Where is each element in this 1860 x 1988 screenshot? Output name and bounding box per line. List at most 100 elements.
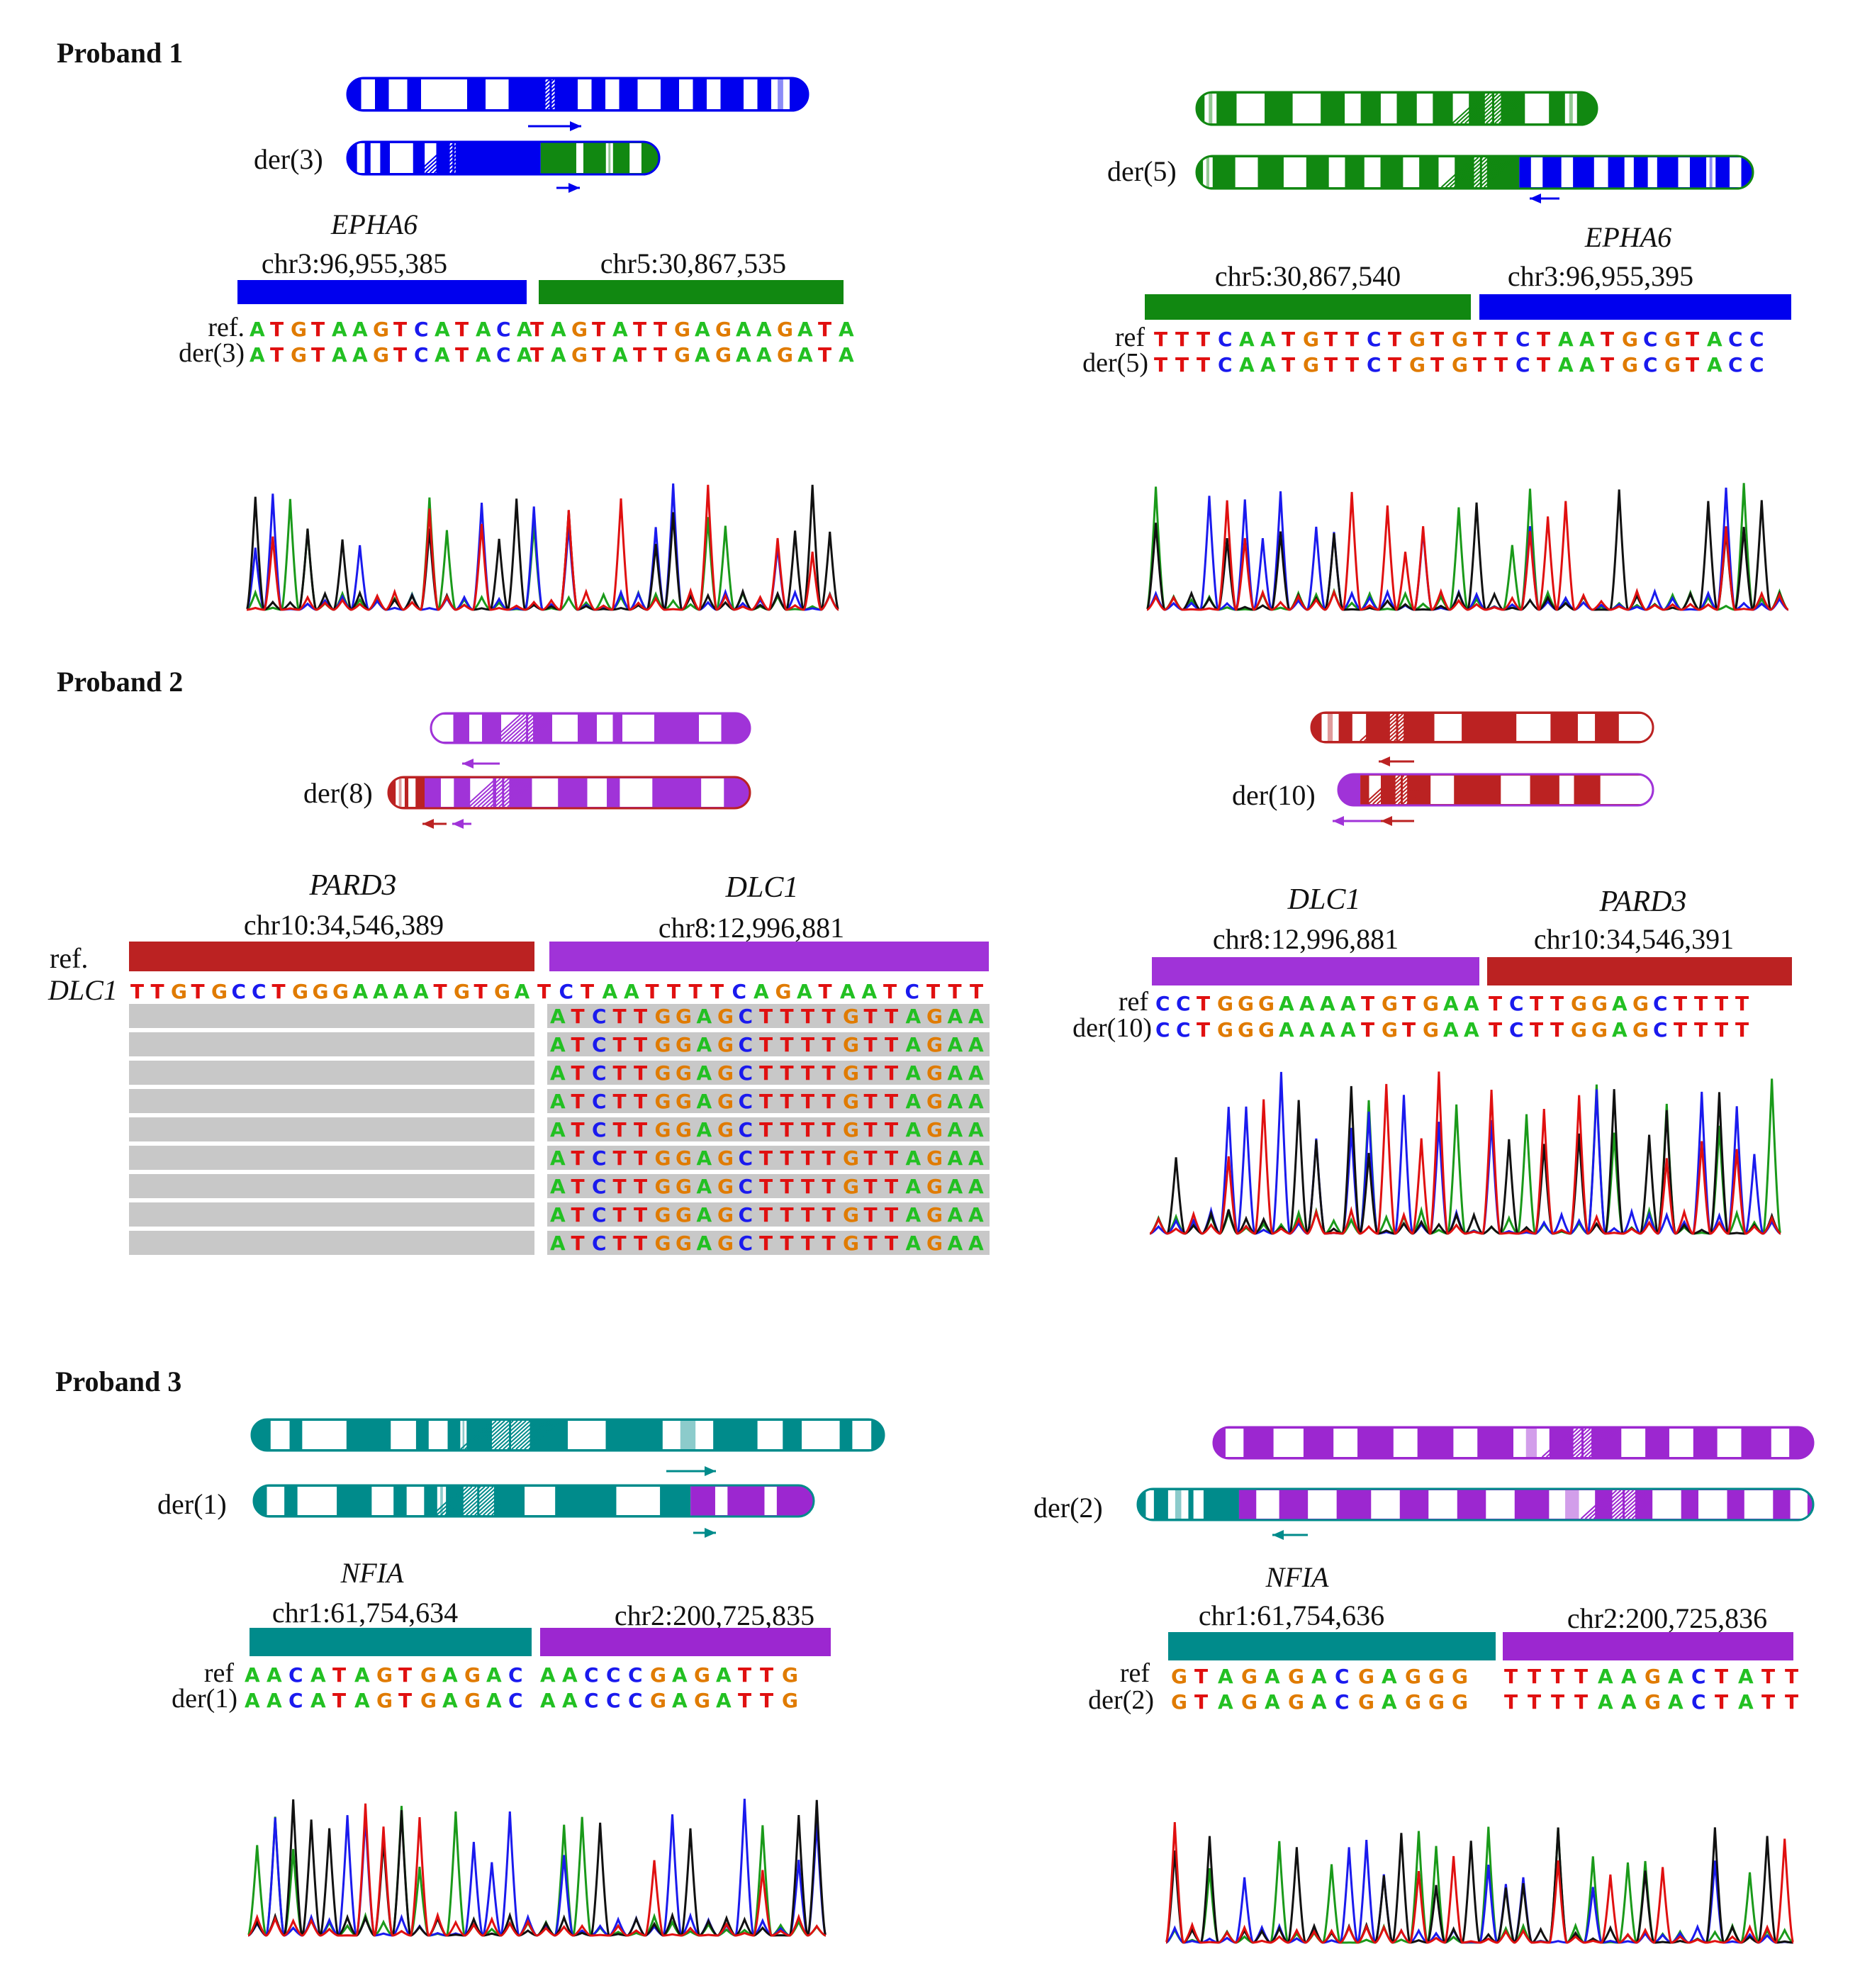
base-letter: C xyxy=(1335,1665,1350,1688)
der8-label: der(8) xyxy=(303,777,373,809)
ref-row-label-p3r: ref xyxy=(1120,1658,1150,1688)
base-letter: A xyxy=(672,1689,688,1712)
base-letter: G xyxy=(782,1663,798,1687)
base-letter: C xyxy=(905,980,920,1003)
trace-line xyxy=(246,497,839,611)
base-letter: G xyxy=(1664,328,1681,351)
base-letter: A xyxy=(435,318,450,341)
ref-row-label-p2: ref. xyxy=(50,942,88,974)
base-letter: A xyxy=(797,343,813,367)
base-letter: A xyxy=(697,1118,712,1141)
base-letter: A xyxy=(948,1118,963,1141)
base-letter: A xyxy=(442,1689,458,1712)
der1-row-label: der(1) xyxy=(172,1684,237,1714)
base-letter: T xyxy=(530,318,544,341)
base-letter: C xyxy=(508,1663,523,1687)
base-letter: T xyxy=(1430,328,1444,351)
base-letter: T xyxy=(1735,992,1749,1015)
base-letter: G xyxy=(1405,1665,1421,1688)
base-letter: G xyxy=(843,1005,859,1028)
base-letter: G xyxy=(717,1118,734,1141)
base-letter: A xyxy=(1612,992,1628,1015)
chr2-segment-bar-right xyxy=(1503,1632,1793,1660)
base-letter: G xyxy=(1622,353,1638,376)
base-letter: T xyxy=(759,1175,773,1198)
base-letter: T xyxy=(151,980,164,1003)
base-letter: A xyxy=(948,1005,963,1028)
base-letter: C xyxy=(732,980,747,1003)
read-aligned xyxy=(547,1174,990,1198)
base-letter: A xyxy=(968,1232,984,1255)
base-letter: T xyxy=(1761,1690,1775,1714)
read-soft-clip xyxy=(129,1146,534,1170)
base-letter: A xyxy=(354,1663,370,1687)
base-letter: A xyxy=(250,318,265,341)
base-letter: G xyxy=(1664,353,1681,376)
base-letter: A xyxy=(1279,992,1294,1015)
base-letter: T xyxy=(634,1118,647,1141)
base-letter: T xyxy=(883,980,897,1003)
base-letter: G xyxy=(376,1663,393,1687)
chr10-segment-bar xyxy=(129,942,534,971)
base-letter: G xyxy=(926,1203,943,1227)
base-letter: T xyxy=(1388,353,1401,376)
base-letter: C xyxy=(288,1689,303,1712)
base-letter: T xyxy=(634,1005,647,1028)
base-letter: T xyxy=(819,980,832,1003)
base-letter: C xyxy=(1509,992,1524,1015)
base-letter: G xyxy=(655,1146,671,1170)
der5-row-label: der(5) xyxy=(1082,348,1148,378)
trace-line xyxy=(1165,1821,1795,1944)
base-letter: T xyxy=(634,1146,647,1170)
base-letter: G xyxy=(715,343,732,367)
p1-right-sequence-rows: T T T C A A T G T T C T G T G T T C T A A T G C G T A C CT T T C A A T G T T C… xyxy=(1154,328,1764,376)
base-letter: A xyxy=(948,1175,963,1198)
base-letter: A xyxy=(1265,1665,1280,1688)
base-letter: T xyxy=(864,1090,878,1113)
base-letter: A xyxy=(756,343,772,367)
base-letter: T xyxy=(818,343,831,367)
chr3-segment-bar xyxy=(237,280,527,304)
base-letter: A xyxy=(906,1146,921,1170)
base-letter: G xyxy=(676,1033,692,1056)
breakpoint-arrows xyxy=(422,759,500,829)
base-letter: T xyxy=(780,1005,794,1028)
base-letter: G xyxy=(1591,1018,1608,1042)
base-letter: G xyxy=(843,1033,859,1056)
base-letter: A xyxy=(612,318,628,341)
base-letter: T xyxy=(434,980,447,1003)
base-letter: C xyxy=(496,343,511,367)
base-letter: T xyxy=(1574,1665,1588,1688)
base-letter: C xyxy=(739,1146,753,1170)
base-letter: T xyxy=(759,1033,773,1056)
base-letter: G xyxy=(926,1232,943,1255)
base-letter: A xyxy=(1558,328,1574,351)
der3-label: der(3) xyxy=(254,143,323,175)
trace-line xyxy=(1165,1840,1794,1944)
base-letter: G xyxy=(676,1005,692,1028)
base-letter: G xyxy=(1303,328,1319,351)
breakpoint-arrows xyxy=(1530,194,1559,203)
base-letter: C xyxy=(1728,353,1743,376)
read-aligned xyxy=(547,1146,990,1170)
chromosome-8-normal-ideogram xyxy=(430,712,751,744)
base-letter: A xyxy=(716,1663,732,1687)
base-letter: C xyxy=(592,1118,607,1141)
base-letter: C xyxy=(1176,1018,1191,1042)
base-letter: T xyxy=(1504,1690,1518,1714)
base-letter: A xyxy=(906,1033,921,1056)
base-letter: T xyxy=(1550,1018,1564,1042)
base-letter: A xyxy=(1311,1665,1327,1688)
base-letter: T xyxy=(613,1232,627,1255)
base-letter: A xyxy=(697,1090,712,1113)
base-letter: G xyxy=(655,1033,671,1056)
base-letter: T xyxy=(864,1118,878,1141)
base-letter: G xyxy=(717,1005,734,1028)
base-letter: G xyxy=(650,1689,666,1712)
base-letter: A xyxy=(1260,353,1276,376)
base-letter: A xyxy=(1299,1018,1315,1042)
base-letter: A xyxy=(1464,992,1479,1015)
base-letter: A xyxy=(267,1689,282,1712)
base-letter: G xyxy=(1238,1018,1254,1042)
